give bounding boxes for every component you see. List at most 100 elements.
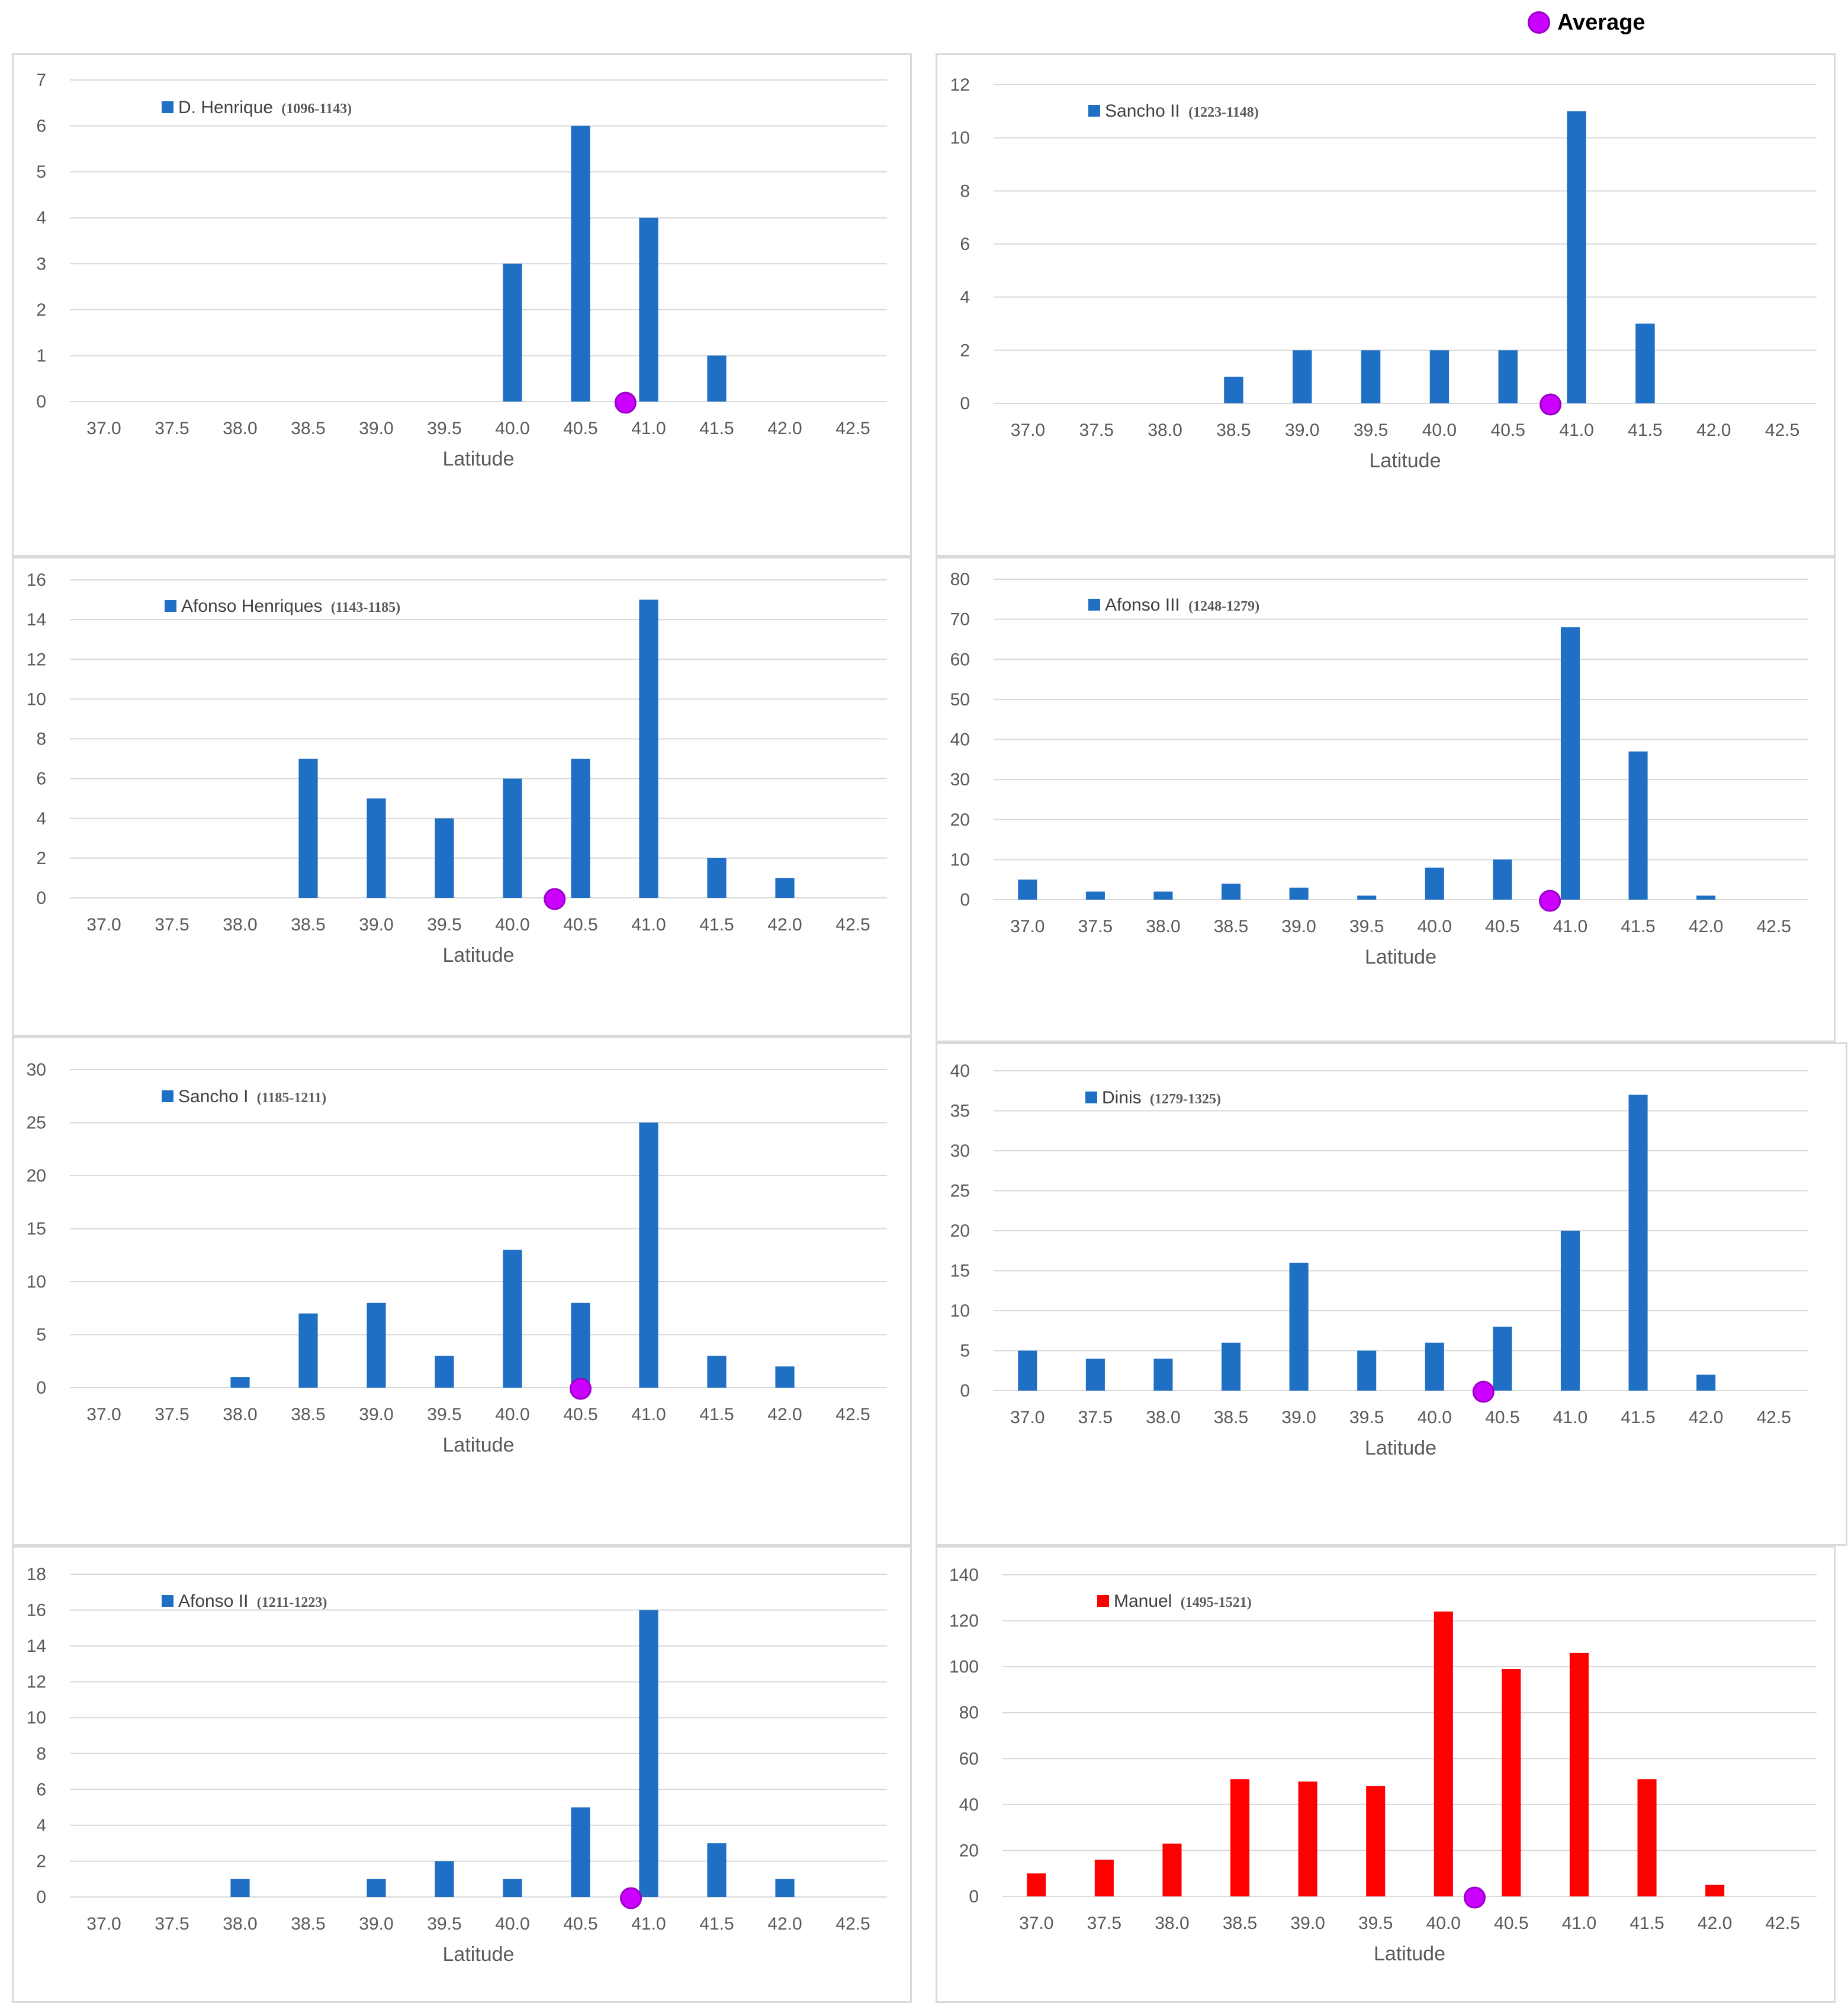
x-axis-title: Latitude — [443, 1434, 515, 1456]
bar — [1361, 350, 1381, 403]
x-tick-label: 39.0 — [359, 1914, 393, 1934]
x-tick-label: 37.5 — [155, 915, 189, 935]
x-tick-label: 37.5 — [155, 1405, 189, 1424]
average-marker-icon — [1528, 11, 1550, 34]
bar — [298, 1313, 318, 1388]
y-tick-label: 10 — [27, 689, 46, 709]
x-tick-label: 42.0 — [1689, 917, 1723, 936]
y-tick-label: 12 — [27, 1673, 46, 1692]
y-tick-label: 120 — [949, 1612, 979, 1631]
y-tick-label: 30 — [950, 770, 970, 789]
bar — [1628, 1094, 1648, 1391]
bar — [1230, 1779, 1250, 1896]
x-tick-label: 38.5 — [1214, 917, 1248, 936]
x-tick-label: 39.5 — [427, 915, 461, 935]
x-tick-label: 38.0 — [1148, 420, 1182, 440]
bar — [503, 1879, 522, 1897]
x-tick-label: 39.5 — [427, 1405, 461, 1424]
bar — [1560, 627, 1580, 900]
x-tick-label: 37.0 — [1011, 420, 1045, 440]
x-tick-label: 39.0 — [1290, 1914, 1325, 1933]
x-tick-label: 38.0 — [1146, 917, 1180, 936]
y-tick-label: 10 — [950, 850, 970, 869]
x-tick-label: 40.0 — [495, 419, 529, 438]
bar — [707, 355, 727, 402]
x-tick-label: 38.0 — [223, 419, 257, 438]
legend-swatch — [162, 1090, 173, 1102]
chart-panel-d-henrique: 0 1 2 3 4 5 6 7 37.0 37.5 38.0 38.5 39.0 39.5 40.0 40.5… — [12, 53, 912, 557]
bar — [707, 858, 727, 898]
x-tick-label: 41.0 — [1553, 917, 1587, 936]
bar — [1094, 1859, 1114, 1896]
chart-svg: 0 2 4 6 8 10 12 14 16 37.0 37.5 38.0 38.5 39.0 39.5 40.… — [27, 570, 887, 967]
bar — [367, 1302, 386, 1388]
bar — [1357, 895, 1377, 900]
y-tick-label: 6 — [36, 769, 46, 789]
bar — [1222, 883, 1241, 900]
bar — [1357, 1350, 1377, 1391]
y-tick-label: 4 — [960, 288, 970, 307]
bar — [1434, 1612, 1453, 1896]
x-tick-label: 39.5 — [1349, 917, 1384, 936]
y-tick-label: 6 — [36, 1780, 46, 1799]
average-marker — [1539, 890, 1561, 912]
bar — [707, 1356, 727, 1388]
x-tick-label: 38.0 — [223, 1405, 257, 1424]
chart-panel-sancho-i: 0 5 10 15 20 25 30 37.0 37.5 38.0 38.5 39.0 39.5 40.0… — [12, 1036, 912, 1546]
bar — [1502, 1669, 1521, 1896]
bar — [571, 759, 590, 898]
x-tick-label: 37.5 — [1087, 1914, 1121, 1933]
bar — [367, 1879, 386, 1897]
x-tick-label: 37.5 — [1078, 1408, 1113, 1427]
average-marker — [1540, 393, 1562, 416]
x-tick-label: 40.5 — [563, 1405, 597, 1424]
x-tick-label: 42.5 — [835, 915, 870, 935]
y-tick-label: 50 — [950, 690, 970, 710]
x-tick-label: 40.5 — [1485, 1408, 1519, 1427]
bar — [1498, 350, 1518, 403]
bar — [1493, 1327, 1512, 1391]
y-tick-label: 70 — [950, 610, 970, 630]
bar — [503, 1250, 522, 1388]
x-tick-label: 40.0 — [495, 1914, 529, 1934]
x-tick-label: 39.5 — [1349, 1408, 1384, 1427]
y-tick-label: 10 — [27, 1708, 46, 1728]
bar — [230, 1879, 250, 1897]
legend-series-name: Dinis (1279-1325) — [1102, 1088, 1221, 1108]
x-tick-label: 40.0 — [495, 1405, 529, 1424]
x-tick-label: 40.0 — [1426, 1914, 1461, 1933]
x-tick-label: 42.5 — [1757, 1408, 1791, 1427]
y-tick-label: 0 — [36, 392, 46, 412]
chart-svg: 0 1 2 3 4 5 6 7 37.0 37.5 38.0 38.5 39.0 39.5 40.0 40.5… — [36, 70, 887, 470]
bar — [435, 1356, 454, 1388]
y-tick-label: 0 — [36, 1378, 46, 1398]
x-tick-label: 39.0 — [359, 915, 393, 935]
bar — [1705, 1885, 1725, 1896]
y-tick-label: 20 — [950, 810, 970, 830]
x-tick-label: 40.0 — [495, 915, 529, 935]
y-tick-label: 20 — [27, 1166, 46, 1186]
x-tick-label: 38.5 — [291, 1914, 325, 1934]
y-tick-label: 60 — [959, 1749, 979, 1768]
x-tick-label: 37.5 — [1078, 917, 1113, 936]
legend-series-years: (1096-1143) — [281, 101, 352, 117]
y-tick-label: 2 — [36, 1851, 46, 1871]
average-marker — [1472, 1381, 1495, 1403]
legend-series-name: Afonso Henriques (1143-1185) — [181, 596, 400, 616]
bar — [1027, 1873, 1046, 1896]
legend-series-years: (1211-1223) — [257, 1595, 327, 1610]
x-tick-label: 41.0 — [631, 915, 666, 935]
average-marker — [620, 1887, 642, 1909]
y-tick-label: 10 — [950, 129, 970, 148]
x-tick-label: 39.0 — [1285, 420, 1319, 440]
bar — [503, 778, 522, 898]
x-axis-title: Latitude — [443, 944, 515, 967]
y-tick-label: 8 — [36, 1744, 46, 1764]
y-tick-label: 5 — [36, 162, 46, 182]
x-tick-label: 37.0 — [86, 1405, 121, 1424]
x-axis-title: Latitude — [443, 448, 515, 470]
legend-series-name: Sancho II (1223-1148) — [1105, 101, 1259, 121]
x-tick-label: 41.0 — [1553, 1408, 1587, 1427]
y-tick-label: 16 — [27, 570, 46, 590]
average-marker — [570, 1378, 592, 1400]
